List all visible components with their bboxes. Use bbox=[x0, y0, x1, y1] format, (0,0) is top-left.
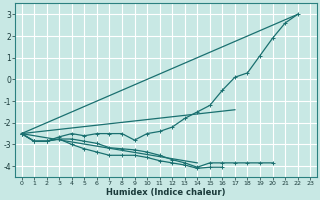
X-axis label: Humidex (Indice chaleur): Humidex (Indice chaleur) bbox=[106, 188, 226, 197]
